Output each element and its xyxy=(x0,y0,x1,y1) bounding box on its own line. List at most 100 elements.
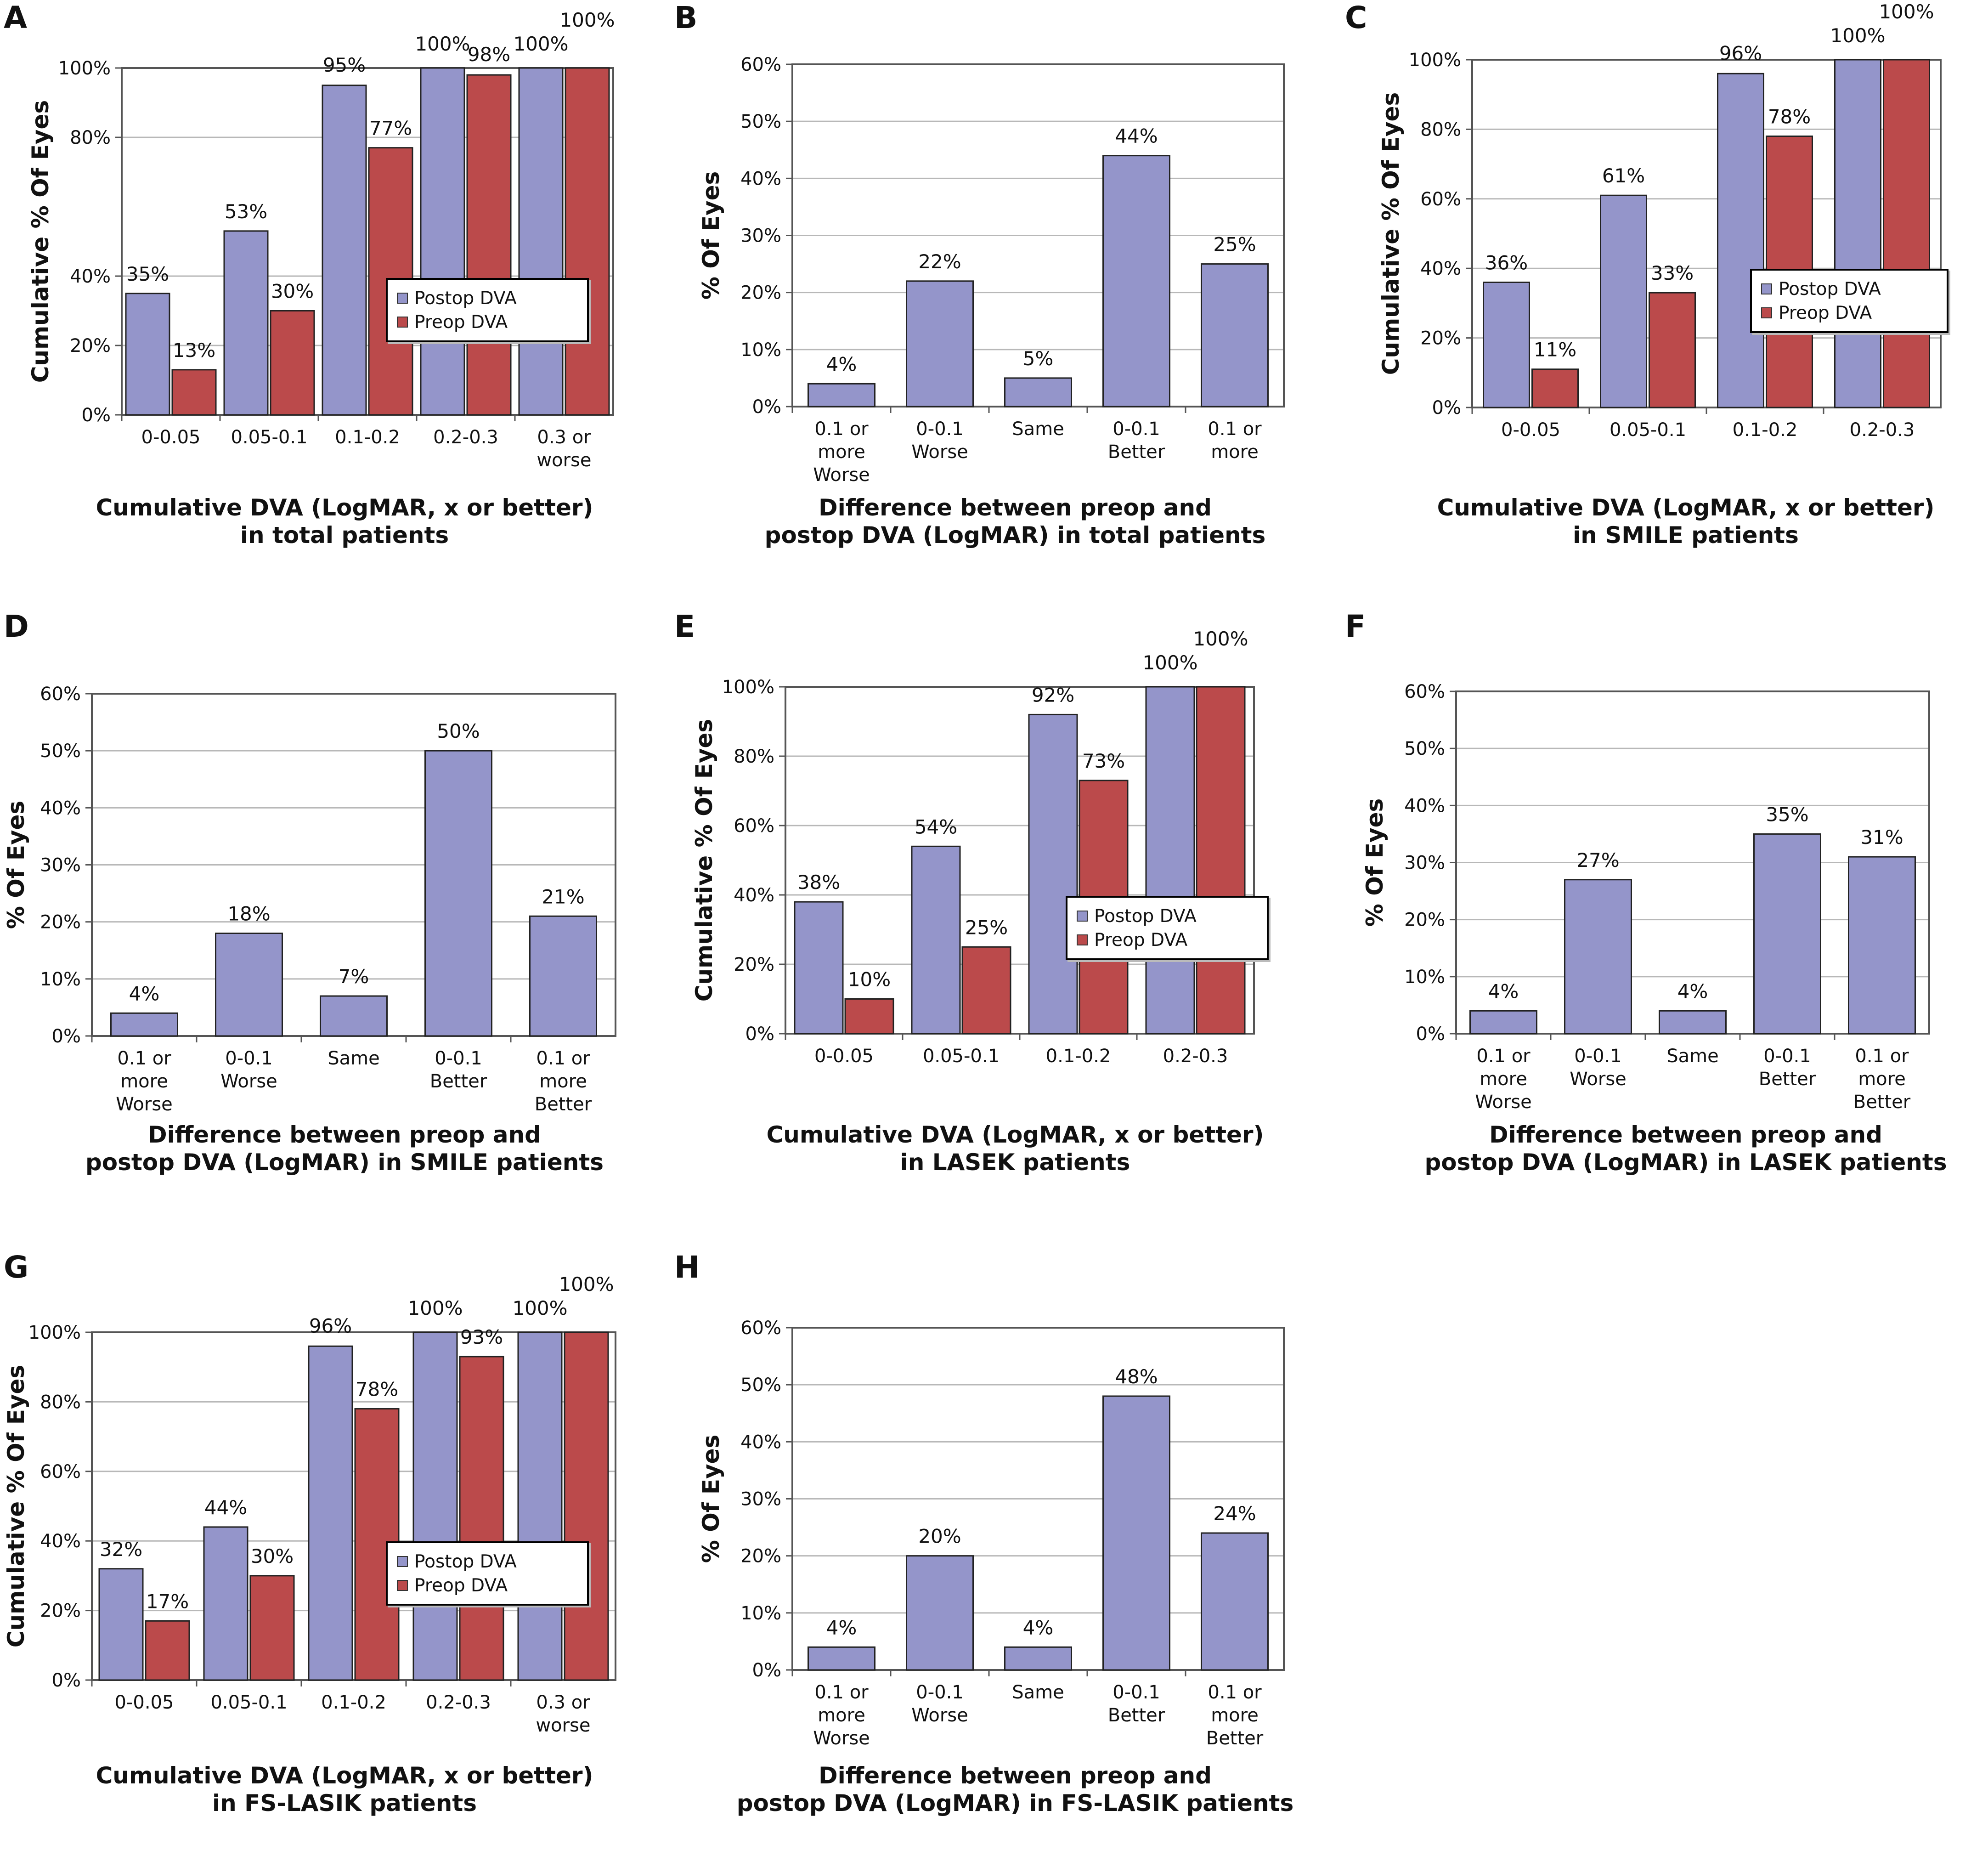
y-tick-label: 0% xyxy=(752,396,781,418)
x-tick-label: Better xyxy=(1853,1092,1911,1113)
data-label: 100% xyxy=(512,1297,567,1319)
bar xyxy=(1201,263,1269,407)
data-label: 100% xyxy=(513,33,568,55)
data-label: 25% xyxy=(965,916,1008,939)
bar xyxy=(424,750,492,1037)
data-label: 22% xyxy=(918,250,961,273)
legend-item-postop: Postop DVA xyxy=(1761,277,1936,301)
bar-preop xyxy=(844,998,894,1035)
bar-preop xyxy=(459,1356,504,1681)
y-tick-label: 40% xyxy=(1404,795,1445,816)
bar-postop xyxy=(518,67,564,416)
postop-swatch xyxy=(1761,283,1772,294)
panel-a: A 100% 80% 40% 20% 0% Cumulative % Of Eyes 35%… xyxy=(0,0,661,606)
panel-e: E 100% 80% 60% 40% 20% 0% Cumulative % Of Eyes… xyxy=(671,609,1332,1215)
postop-swatch xyxy=(397,293,408,304)
data-label: 31% xyxy=(1860,826,1903,849)
data-label: 96% xyxy=(1719,42,1762,64)
data-label: 92% xyxy=(1032,684,1074,706)
data-label: 4% xyxy=(1488,980,1519,1002)
x-tick-label: 0.1 or xyxy=(814,1682,869,1703)
y-axis-label: Cumulative % Of Eyes xyxy=(27,100,54,383)
y-tick-label: 20% xyxy=(70,335,111,356)
y-tick-label: 20% xyxy=(1420,328,1461,349)
x-tick-label: 0.2-0.3 xyxy=(433,427,498,448)
legend-a: Postop DVA Preop DVA xyxy=(386,278,589,342)
y-tick-label: 0% xyxy=(1432,397,1461,419)
chart-e: 100% 80% 60% 40% 20% 0% Cumulative % Of Eyes 38… xyxy=(691,628,1255,1067)
x-axis-title-d: Difference between preop and postop DVA … xyxy=(85,1121,604,1176)
bar-postop xyxy=(1028,713,1078,1035)
data-label: 20% xyxy=(918,1525,961,1548)
legend-item-preop: Preop DVA xyxy=(397,1573,576,1597)
y-tick-label: 10% xyxy=(740,340,781,361)
x-tick-label: 0.1-0.2 xyxy=(1046,1046,1111,1067)
data-label: 93% xyxy=(460,1326,503,1348)
y-axis-label: % Of Eyes xyxy=(698,1435,724,1563)
bar xyxy=(1659,1010,1727,1035)
data-label: 32% xyxy=(100,1538,142,1561)
y-tick-label: 100% xyxy=(58,58,111,79)
preop-swatch xyxy=(1761,307,1772,318)
bar-postop xyxy=(911,845,961,1035)
data-label: 4% xyxy=(129,982,160,1005)
y-axis-label: Cumulative % Of Eyes xyxy=(3,1365,29,1647)
x-tick-label: 0-0.05 xyxy=(141,427,201,448)
panel-label-a: A xyxy=(4,0,28,35)
y-tick-label: 40% xyxy=(70,266,111,287)
y-tick-label: 100% xyxy=(722,677,774,698)
data-label: 100% xyxy=(407,1297,463,1319)
bar-postop xyxy=(223,230,269,416)
x-tick-label: 0-0.1 xyxy=(435,1048,482,1069)
bar-preop xyxy=(466,74,512,416)
x-tick-label: 0.2-0.3 xyxy=(1163,1046,1228,1067)
x-axis-title-g: Cumulative DVA (LogMAR, x or better) in … xyxy=(96,1762,593,1816)
plot-frame xyxy=(121,67,614,416)
y-tick-label: 60% xyxy=(1404,681,1445,702)
bar-postop xyxy=(125,293,170,416)
y-tick-label: 20% xyxy=(734,954,774,975)
bar xyxy=(320,995,388,1037)
bar-postop xyxy=(1600,194,1647,408)
y-tick-label: 40% xyxy=(1420,258,1461,279)
bar xyxy=(906,280,974,407)
panel-label-g: G xyxy=(4,1250,29,1285)
x-axis-title-f: Difference between preop and postop DVA … xyxy=(1424,1121,1947,1176)
data-label: 11% xyxy=(1534,339,1576,361)
bar-postop xyxy=(1717,73,1764,408)
x-tick-label: more xyxy=(818,441,865,463)
x-tick-label: Worse xyxy=(116,1094,173,1115)
postop-swatch xyxy=(1077,911,1088,922)
x-tick-label: 0.1-0.2 xyxy=(335,427,400,448)
data-label: 95% xyxy=(323,54,366,76)
y-tick-label: 30% xyxy=(740,1489,781,1510)
bar xyxy=(1753,833,1821,1035)
legend-item-preop: Preop DVA xyxy=(1077,928,1256,952)
data-label: 24% xyxy=(1213,1502,1256,1525)
y-tick-label: 80% xyxy=(734,746,774,767)
x-tick-label: Worse xyxy=(813,1728,870,1749)
x-tick-label: 0.1 or xyxy=(1208,419,1262,440)
data-label: 100% xyxy=(415,33,470,55)
bar xyxy=(808,383,875,407)
x-tick-label: 0-0.1 xyxy=(916,1682,964,1703)
y-tick-label: 10% xyxy=(740,1603,781,1624)
y-tick-label: 30% xyxy=(40,855,81,876)
y-axis-label: % Of Eyes xyxy=(698,171,724,300)
bar-postop xyxy=(517,1331,563,1681)
bar xyxy=(808,1646,875,1671)
bar xyxy=(110,1012,178,1037)
legend-c: Postop DVA Preop DVA xyxy=(1750,269,1948,333)
data-label: 17% xyxy=(146,1590,189,1613)
bar xyxy=(1469,1010,1537,1035)
panel-label-f: F xyxy=(1345,609,1366,644)
bar-postop xyxy=(98,1568,144,1681)
x-tick-label: more xyxy=(1211,1705,1259,1726)
data-label: 100% xyxy=(559,9,615,31)
panel-f: F 60% 50% 40% 30% 20% 10% 0%% Of Eyes 4% 0.1 or m… xyxy=(1341,609,1988,1215)
x-tick-label: Better xyxy=(1759,1069,1816,1090)
y-tick-label: 40% xyxy=(740,1432,781,1453)
legend-e: Postop DVA Preop DVA xyxy=(1066,896,1269,960)
y-tick-label: 100% xyxy=(28,1322,81,1343)
